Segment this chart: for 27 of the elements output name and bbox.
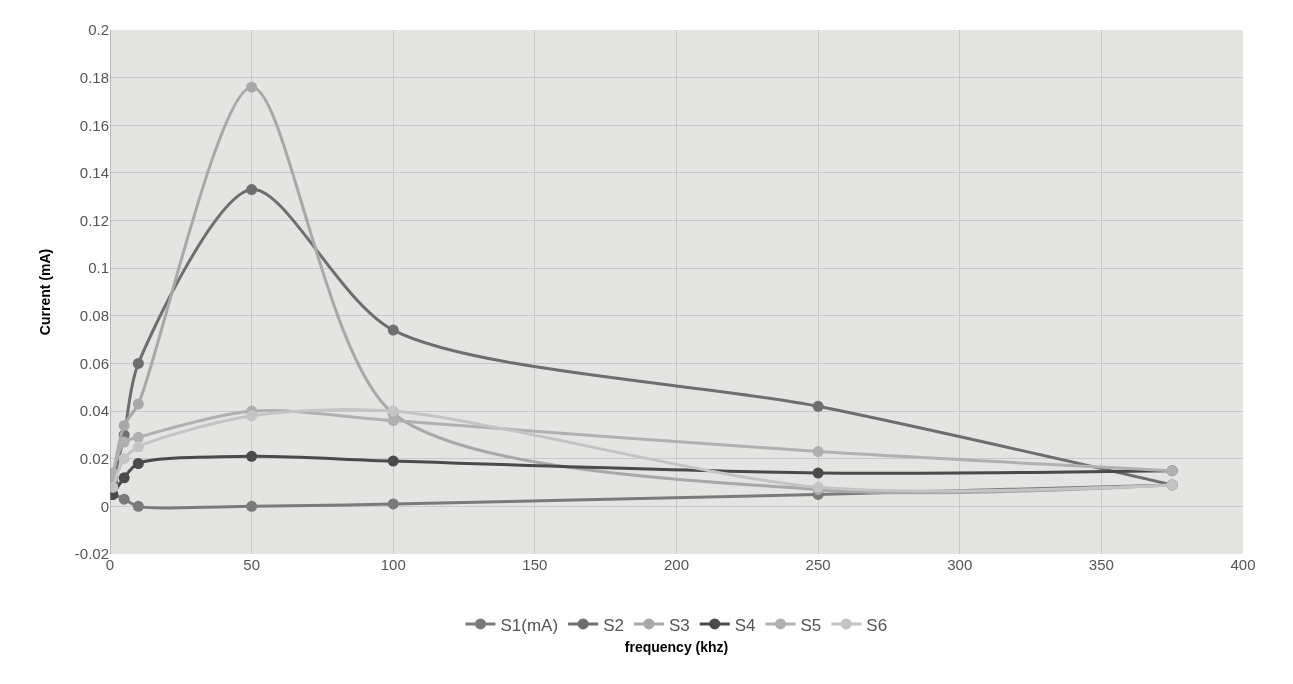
y-tick-label: 0.08 [79, 307, 109, 325]
x-tick-label: 250 [805, 556, 831, 573]
x-axis-title: frequency (khz) [624, 639, 729, 656]
x-tick-label: 100 [380, 556, 406, 573]
y-tick-label: 0.18 [79, 68, 109, 86]
legend-label: S5 [800, 615, 822, 635]
y-tick-label: 0.12 [79, 211, 109, 229]
legend-label: S6 [866, 615, 888, 635]
x-tick-label: 350 [1088, 556, 1114, 573]
y-tick-label: 0 [100, 497, 109, 515]
x-tick-label: 200 [663, 556, 690, 573]
legend-label: S3 [668, 615, 690, 635]
y-axis-title: Current (mA) [37, 248, 54, 336]
y-tick-label: 0.16 [79, 116, 109, 134]
legend-label: S1(mA) [500, 615, 559, 635]
y-tick-label: 0.2 [88, 21, 109, 39]
legend-label: S4 [734, 615, 756, 635]
y-tick-label: 0.02 [79, 449, 109, 467]
x-tick-label: 150 [522, 556, 548, 573]
x-tick-label: 400 [1230, 556, 1256, 573]
x-tick-label: 300 [947, 556, 973, 573]
y-tick-label: 0.14 [79, 164, 109, 182]
y-tick-label: 0.06 [79, 354, 109, 372]
y-tick-label: 0.1 [88, 259, 109, 277]
legend-label: S2 [603, 615, 624, 635]
x-tick-label: 50 [243, 556, 260, 573]
y-tick-label: 0.04 [79, 402, 109, 420]
